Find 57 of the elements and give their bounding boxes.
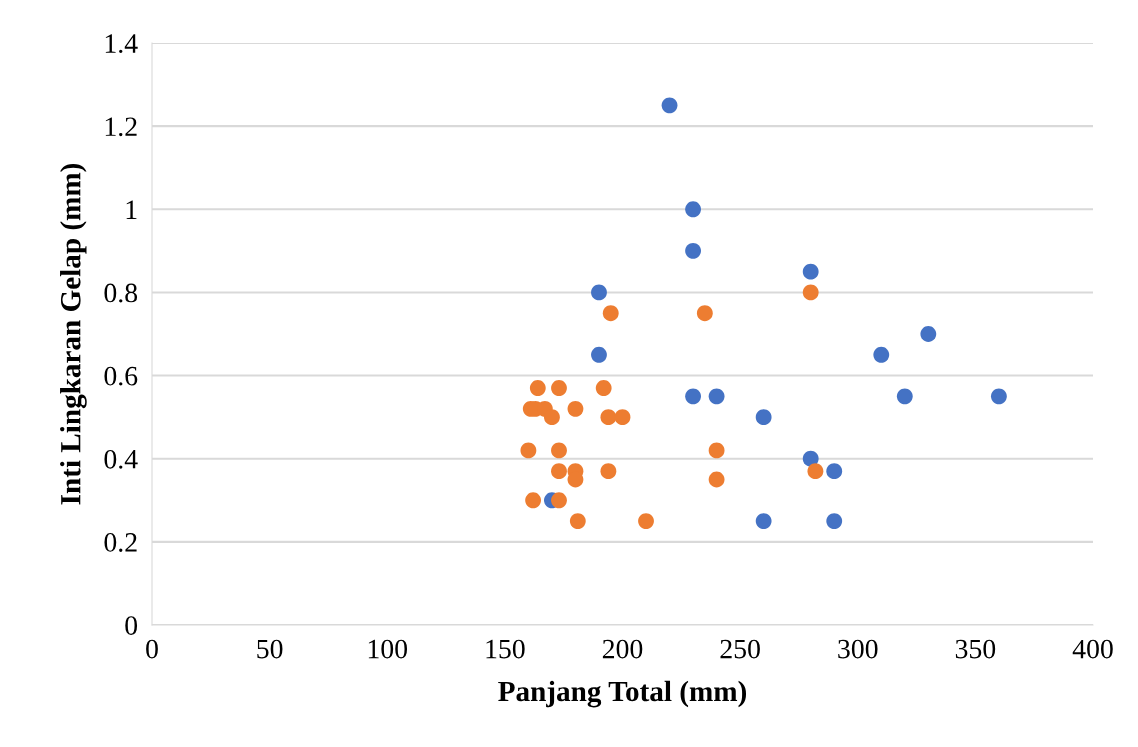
point — [685, 388, 701, 405]
point — [600, 463, 617, 480]
point — [520, 442, 537, 459]
point — [551, 442, 567, 459]
point — [920, 326, 937, 342]
point — [595, 380, 612, 396]
point — [802, 284, 819, 301]
point — [591, 346, 607, 363]
point — [826, 463, 843, 480]
point — [708, 388, 725, 405]
x-tick-label: 0 — [146, 639, 158, 659]
point — [685, 242, 701, 259]
x-tick-label: 350 — [955, 639, 996, 659]
point — [685, 201, 701, 218]
point — [569, 513, 586, 529]
x-tick-label: 300 — [838, 639, 878, 659]
point — [600, 409, 617, 426]
y-tick-label: 0.4 — [104, 449, 138, 469]
y-tick-label: 1.2 — [105, 117, 137, 137]
x-tick-label: 50 — [257, 639, 283, 659]
point — [896, 388, 913, 405]
point — [551, 463, 567, 480]
x-tick-label: 400 — [1072, 639, 1113, 659]
point — [802, 450, 819, 467]
x-tick-label: 200 — [602, 639, 643, 659]
point — [614, 409, 631, 426]
point — [602, 305, 619, 322]
point — [755, 513, 772, 529]
point — [990, 388, 1007, 405]
y-axis-title: Inti Lingkaran Gelap (mm) — [60, 163, 87, 505]
x-axis-title: Panjang Total (mm) — [498, 680, 747, 708]
y-tick-label: 0.2 — [104, 533, 137, 552]
point — [661, 97, 678, 114]
x-tick-label: 250 — [720, 639, 760, 659]
y-tick-label: 1.4 — [105, 34, 138, 54]
point — [708, 471, 725, 488]
point — [551, 492, 567, 509]
point — [638, 513, 654, 529]
point — [873, 346, 890, 363]
y-tick-label: 0.6 — [104, 366, 138, 386]
x-tick-label: 100 — [368, 639, 408, 659]
point — [696, 305, 713, 322]
x-tick-label: 150 — [486, 639, 525, 659]
point — [826, 513, 843, 529]
y-tick-label: 1 — [126, 200, 137, 219]
point — [544, 409, 560, 426]
point — [567, 400, 584, 417]
point — [755, 409, 772, 426]
point — [807, 463, 824, 480]
point — [708, 442, 725, 459]
y-tick-label: 0 — [125, 616, 138, 635]
y-tick-label: 0.8 — [104, 283, 138, 303]
point — [529, 380, 546, 396]
point — [551, 380, 567, 396]
point — [802, 263, 819, 280]
point — [591, 284, 607, 301]
point — [525, 492, 542, 509]
